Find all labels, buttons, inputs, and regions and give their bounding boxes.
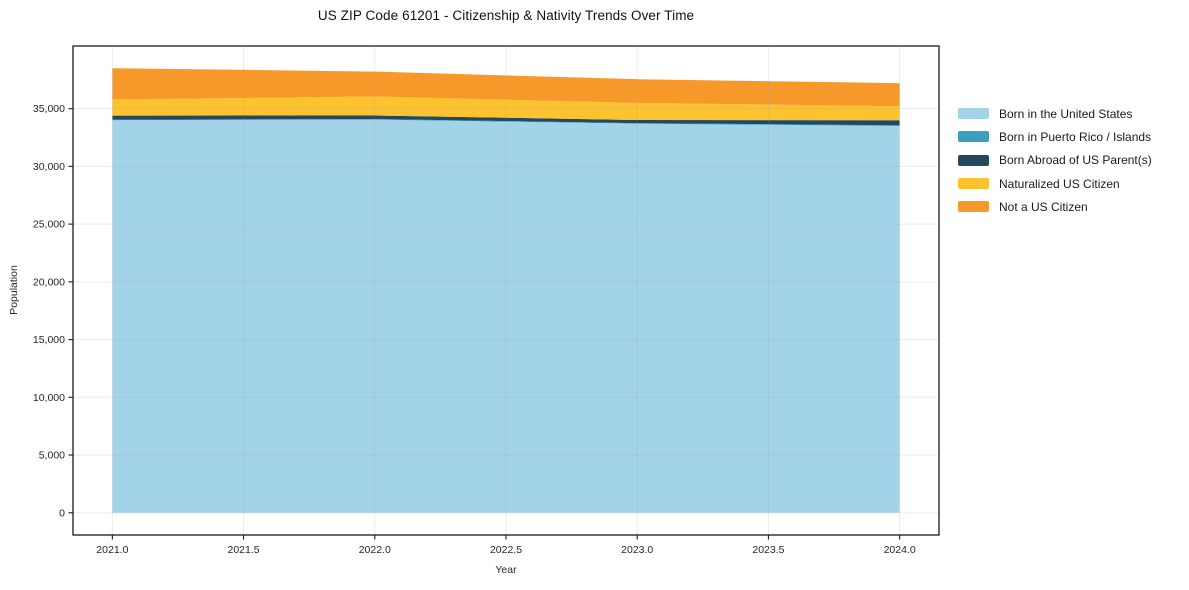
legend-label: Born Abroad of US Parent(s)	[999, 153, 1152, 168]
area-series-born-abroad-of-us-parent-s	[112, 115, 900, 126]
legend-label: Not a US Citizen	[999, 199, 1088, 214]
y-tick-label: 20,000	[33, 276, 65, 288]
legend-item: Not a US Citizen	[958, 195, 1152, 218]
area-series-naturalized-us-citizen	[112, 96, 900, 121]
x-tick-label: 2022.0	[359, 544, 391, 556]
legend-swatch	[958, 154, 989, 166]
y-tick-label: 0	[59, 507, 65, 519]
area-series-born-in-puerto-rico-islands	[112, 119, 900, 126]
x-tick-label: 2021.0	[96, 544, 128, 556]
x-axis-label: Year	[495, 564, 517, 576]
legend: Born in the United States Born in Puerto …	[958, 102, 1152, 218]
legend-item: Born in the United States	[958, 102, 1152, 125]
y-tick-label: 10,000	[33, 392, 65, 404]
y-axis-label: Population	[8, 265, 20, 315]
area-series-born-in-the-united-states	[112, 119, 900, 513]
x-tick-label: 2024.0	[884, 544, 916, 556]
legend-swatch	[958, 201, 989, 213]
y-tick-label: 35,000	[33, 103, 65, 115]
y-tick-label: 25,000	[33, 219, 65, 231]
legend-label: Naturalized US Citizen	[999, 176, 1120, 191]
x-tick-label: 2023.5	[752, 544, 784, 556]
chart-title: US ZIP Code 61201 - Citizenship & Nativi…	[317, 8, 695, 23]
area-series-not-a-us-citizen	[112, 68, 900, 107]
y-tick-label: 5,000	[39, 450, 65, 462]
y-tick-label: 15,000	[33, 334, 65, 346]
legend-label: Born in the United States	[999, 106, 1133, 121]
legend-item: Born Abroad of US Parent(s)	[958, 149, 1152, 172]
legend-swatch	[958, 108, 989, 120]
y-tick-label: 30,000	[33, 161, 65, 173]
x-tick-label: 2023.0	[621, 544, 653, 556]
legend-swatch	[958, 131, 989, 143]
x-tick-label: 2021.5	[228, 544, 260, 556]
legend-label: Born in Puerto Rico / Islands	[999, 129, 1152, 144]
x-tick-label: 2022.5	[490, 544, 522, 556]
legend-item: Naturalized US Citizen	[958, 172, 1152, 195]
legend-swatch	[958, 178, 989, 190]
legend-item: Born in Puerto Rico / Islands	[958, 125, 1152, 148]
